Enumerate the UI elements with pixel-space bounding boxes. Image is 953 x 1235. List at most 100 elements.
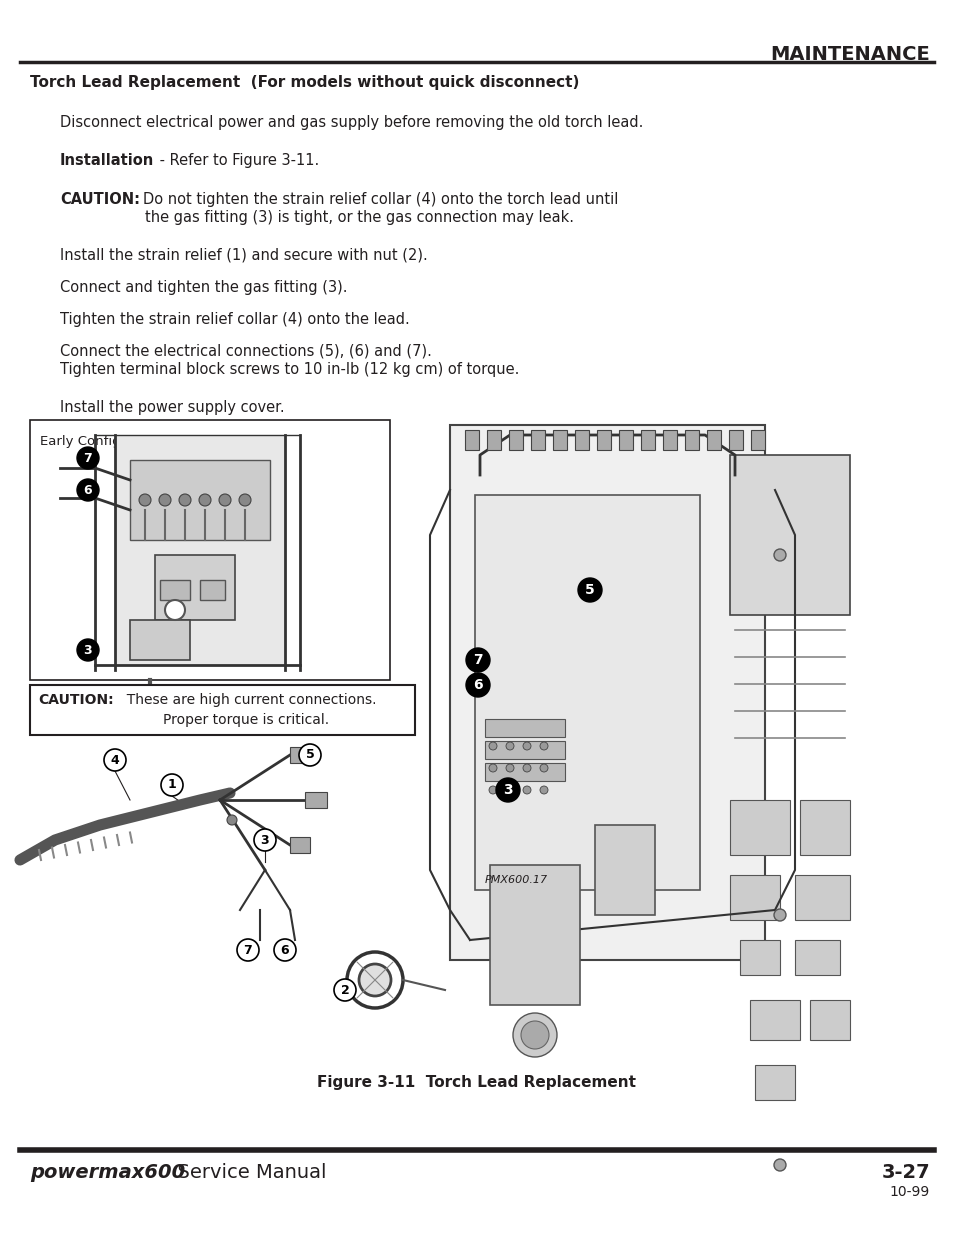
Text: Tighten the strain relief collar (4) onto the lead.: Tighten the strain relief collar (4) ont… xyxy=(60,312,410,327)
Circle shape xyxy=(522,785,531,794)
Text: 3: 3 xyxy=(84,643,92,657)
FancyBboxPatch shape xyxy=(809,1000,849,1040)
FancyBboxPatch shape xyxy=(484,763,564,781)
Circle shape xyxy=(489,764,497,772)
Circle shape xyxy=(139,494,151,506)
FancyBboxPatch shape xyxy=(475,495,700,890)
Circle shape xyxy=(161,774,183,797)
FancyBboxPatch shape xyxy=(30,685,415,735)
Circle shape xyxy=(236,939,258,961)
Text: PMX600.17: PMX600.17 xyxy=(484,876,548,885)
FancyBboxPatch shape xyxy=(800,800,849,855)
FancyBboxPatch shape xyxy=(750,430,764,450)
Text: powermax600: powermax600 xyxy=(30,1163,185,1182)
Text: 3: 3 xyxy=(502,783,513,797)
FancyBboxPatch shape xyxy=(754,1065,794,1100)
Text: 7: 7 xyxy=(84,452,92,464)
Circle shape xyxy=(496,778,519,802)
Text: Torch Lead Replacement  (For models without quick disconnect): Torch Lead Replacement (For models witho… xyxy=(30,75,578,90)
FancyBboxPatch shape xyxy=(794,876,849,920)
Circle shape xyxy=(77,447,99,469)
FancyBboxPatch shape xyxy=(729,876,780,920)
Circle shape xyxy=(159,494,171,506)
FancyBboxPatch shape xyxy=(160,580,190,600)
FancyBboxPatch shape xyxy=(464,430,478,450)
Text: Connect the electrical connections (5), (6) and (7).: Connect the electrical connections (5), … xyxy=(60,345,432,359)
FancyBboxPatch shape xyxy=(486,430,500,450)
FancyBboxPatch shape xyxy=(30,420,390,680)
Circle shape xyxy=(539,764,547,772)
FancyBboxPatch shape xyxy=(130,459,270,540)
Circle shape xyxy=(465,648,490,672)
Circle shape xyxy=(104,748,126,771)
FancyBboxPatch shape xyxy=(749,1000,800,1040)
FancyBboxPatch shape xyxy=(490,864,579,1005)
FancyBboxPatch shape xyxy=(305,792,327,808)
Circle shape xyxy=(358,965,391,995)
FancyBboxPatch shape xyxy=(618,430,633,450)
Circle shape xyxy=(489,742,497,750)
Text: 6: 6 xyxy=(280,944,289,956)
FancyBboxPatch shape xyxy=(290,837,310,853)
Circle shape xyxy=(578,578,601,601)
Text: - Refer to Figure 3-11.: - Refer to Figure 3-11. xyxy=(154,153,319,168)
FancyBboxPatch shape xyxy=(595,825,655,915)
FancyBboxPatch shape xyxy=(684,430,699,450)
FancyBboxPatch shape xyxy=(450,425,764,960)
FancyBboxPatch shape xyxy=(640,430,655,450)
Text: Installation: Installation xyxy=(60,153,154,168)
Text: 10-99: 10-99 xyxy=(889,1186,929,1199)
FancyBboxPatch shape xyxy=(484,741,564,760)
Text: 3-27: 3-27 xyxy=(881,1163,929,1182)
Text: 7: 7 xyxy=(473,653,482,667)
Circle shape xyxy=(77,479,99,501)
Circle shape xyxy=(505,742,514,750)
Circle shape xyxy=(219,494,231,506)
Circle shape xyxy=(179,494,191,506)
FancyBboxPatch shape xyxy=(662,430,677,450)
Circle shape xyxy=(465,673,490,697)
Circle shape xyxy=(520,1021,548,1049)
Text: Connect and tighten the gas fitting (3).: Connect and tighten the gas fitting (3). xyxy=(60,280,347,295)
Text: Tighten terminal block screws to 10 in-lb (12 kg cm) of torque.: Tighten terminal block screws to 10 in-l… xyxy=(60,362,518,377)
Text: 4: 4 xyxy=(111,753,119,767)
FancyBboxPatch shape xyxy=(728,430,742,450)
FancyBboxPatch shape xyxy=(200,580,225,600)
Circle shape xyxy=(522,742,531,750)
Text: 6: 6 xyxy=(84,483,92,496)
Text: CAUTION:: CAUTION: xyxy=(38,693,113,706)
Text: Install the power supply cover.: Install the power supply cover. xyxy=(60,400,284,415)
Circle shape xyxy=(239,494,251,506)
FancyBboxPatch shape xyxy=(729,800,789,855)
Circle shape xyxy=(298,743,320,766)
Circle shape xyxy=(773,550,785,561)
Circle shape xyxy=(505,764,514,772)
Text: Proper torque is critical.: Proper torque is critical. xyxy=(163,713,329,727)
FancyBboxPatch shape xyxy=(597,430,610,450)
FancyBboxPatch shape xyxy=(290,747,310,763)
Text: 5: 5 xyxy=(584,583,595,597)
Text: 1: 1 xyxy=(168,778,176,792)
FancyBboxPatch shape xyxy=(115,435,285,664)
Text: 5: 5 xyxy=(305,748,314,762)
Text: Disconnect electrical power and gas supply before removing the old torch lead.: Disconnect electrical power and gas supp… xyxy=(60,115,642,130)
Text: Figure 3-11  Torch Lead Replacement: Figure 3-11 Torch Lead Replacement xyxy=(317,1074,636,1091)
Circle shape xyxy=(522,764,531,772)
Circle shape xyxy=(165,600,185,620)
Text: Do not tighten the strain relief collar (4) onto the torch lead until: Do not tighten the strain relief collar … xyxy=(143,191,618,207)
FancyBboxPatch shape xyxy=(575,430,588,450)
Text: 3: 3 xyxy=(260,834,269,846)
Circle shape xyxy=(539,742,547,750)
Text: 6: 6 xyxy=(473,678,482,692)
Text: 7: 7 xyxy=(243,944,253,956)
Text: MAINTENANCE: MAINTENANCE xyxy=(769,44,929,64)
Circle shape xyxy=(199,494,211,506)
Text: 2: 2 xyxy=(340,983,349,997)
Circle shape xyxy=(539,785,547,794)
FancyBboxPatch shape xyxy=(509,430,522,450)
FancyBboxPatch shape xyxy=(130,620,190,659)
Circle shape xyxy=(513,1013,557,1057)
Text: CAUTION:: CAUTION: xyxy=(60,191,140,207)
Circle shape xyxy=(773,1158,785,1171)
FancyBboxPatch shape xyxy=(553,430,566,450)
